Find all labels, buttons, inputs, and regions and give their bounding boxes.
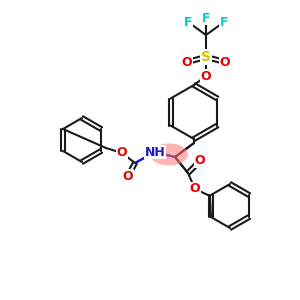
Ellipse shape [150, 143, 188, 166]
Text: NH: NH [145, 146, 165, 158]
Text: S: S [201, 50, 211, 64]
Text: O: O [117, 146, 127, 160]
Text: O: O [182, 56, 192, 68]
Text: F: F [202, 11, 210, 25]
Text: NH: NH [145, 146, 165, 158]
Text: O: O [220, 56, 230, 68]
Text: O: O [195, 154, 205, 167]
Text: O: O [190, 182, 200, 196]
Text: O: O [123, 169, 133, 182]
Text: F: F [184, 16, 192, 28]
Text: F: F [220, 16, 228, 28]
Text: O: O [201, 70, 211, 83]
